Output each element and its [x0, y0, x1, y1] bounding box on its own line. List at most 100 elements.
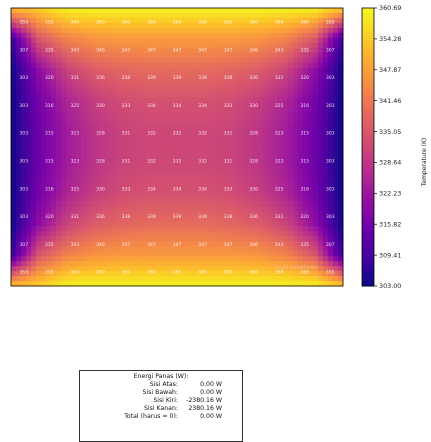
- heatmap-cell: [202, 251, 208, 257]
- heatmap-cell: [212, 226, 218, 232]
- heatmap-cell: [141, 92, 148, 98]
- heatmap-cell: [187, 27, 193, 34]
- heatmap-cell: [86, 17, 92, 24]
- heatmap-cell: [161, 241, 168, 247]
- heatmap-cell: [56, 47, 62, 54]
- heatmap-cell: [212, 77, 218, 83]
- heatmap-cell: [332, 241, 339, 247]
- cell-value-label: 316: [300, 186, 309, 192]
- heatmap-cell: [141, 32, 148, 39]
- heatmap-cell: [312, 22, 319, 29]
- heatmap-cell: [131, 166, 138, 173]
- heatmap-cell: [31, 261, 37, 267]
- heatmap-cell: [307, 151, 314, 158]
- heatmap-cell: [317, 256, 324, 262]
- heatmap-cell: [182, 92, 188, 98]
- heatmap-cell: [151, 22, 158, 29]
- heatmap-cell: [237, 266, 243, 272]
- heatmap-cell: [166, 132, 173, 138]
- heatmap-cell: [337, 241, 344, 247]
- heatmap-cell: [182, 57, 188, 63]
- heatmap-cell: [161, 201, 168, 207]
- heatmap-cell: [287, 171, 294, 178]
- heatmap-cell: [121, 151, 128, 158]
- heatmap-cell: [302, 246, 309, 252]
- heatmap-cell: [257, 236, 263, 242]
- heatmap-cell: [81, 82, 87, 88]
- heatmap-cell: [307, 276, 314, 282]
- heatmap-cell: [187, 256, 193, 262]
- heatmap-cell: [257, 221, 263, 227]
- heatmap-cell: [207, 186, 213, 193]
- heatmap-cell: [61, 226, 67, 232]
- heatmap-cell: [16, 112, 22, 118]
- heatmap-cell: [161, 151, 168, 158]
- heatmap-cell: [146, 281, 153, 287]
- cell-value-label: 346: [249, 47, 258, 53]
- cell-value-label: 331: [224, 131, 233, 137]
- heatmap-cell: [287, 102, 294, 108]
- heatmap-cell: [111, 72, 118, 78]
- heatmap-cell: [272, 166, 279, 173]
- heatmap-cell: [101, 176, 107, 183]
- heatmap-cell: [332, 142, 339, 148]
- heatmap-cell: [141, 276, 148, 282]
- heatmap-cell: [136, 57, 143, 63]
- heatmap-cell: [292, 246, 299, 252]
- colorbar-segment: [362, 179, 374, 185]
- heatmap-cell: [337, 226, 344, 232]
- heatmap-cell: [111, 206, 118, 212]
- colorbar-segment: [362, 225, 374, 231]
- heatmap-cell: [292, 221, 299, 227]
- heatmap-cell: [56, 132, 62, 138]
- heatmap-cell: [116, 246, 123, 252]
- heatmap-cell: [126, 132, 133, 138]
- heatmap-cell: [287, 62, 294, 68]
- heatmap-cell: [332, 117, 339, 123]
- colorbar-segment: [362, 26, 374, 32]
- heatmap-cell: [222, 186, 228, 193]
- heatmap-cell: [146, 276, 153, 282]
- heatmap-cell: [161, 42, 168, 49]
- heatmap-cell: [96, 276, 102, 282]
- colorbar-segment: [362, 63, 374, 69]
- heatmap-cell: [232, 256, 238, 262]
- heatmap-cell: [21, 132, 27, 138]
- heatmap-cell: [187, 276, 193, 282]
- heatmap-cell: [262, 102, 268, 108]
- heatmap-cell: [282, 201, 289, 207]
- heatmap-cell: [222, 62, 228, 68]
- heatmap-cell: [171, 276, 178, 282]
- heatmap-cell: [21, 8, 27, 14]
- heatmap-cell: [166, 171, 173, 178]
- heatmap-cell: [41, 261, 47, 267]
- heatmap-cell: [242, 12, 248, 19]
- heatmap-cell: [197, 52, 203, 59]
- heatmap-cell: [136, 151, 143, 158]
- heatmap-cell: [136, 112, 143, 118]
- heatmap-cell: [267, 22, 273, 29]
- heatmap-cell: [262, 216, 268, 222]
- heatmap-cell: [91, 246, 97, 252]
- heatmap-cell: [252, 281, 258, 287]
- cell-value-label: 353: [19, 270, 28, 276]
- heatmap-cell: [76, 102, 82, 108]
- heatmap-cell: [66, 57, 72, 63]
- heatmap-cell: [222, 181, 228, 188]
- heatmap-cell: [96, 27, 102, 34]
- heatmap-cell: [151, 42, 158, 49]
- heatmap-cell: [277, 8, 284, 14]
- heatmap-cell: [66, 12, 72, 19]
- heatmap-cell: [81, 47, 87, 54]
- heatmap-cell: [187, 171, 193, 178]
- heatmap-cell: [337, 87, 344, 93]
- heatmap-cell: [247, 231, 253, 237]
- heatmap-cell: [26, 196, 32, 202]
- heatmap-cell: [121, 236, 128, 242]
- heatmap-cell: [156, 27, 163, 34]
- heatmap-cell: [101, 166, 107, 173]
- heatmap-cell: [31, 22, 37, 29]
- heatmap-cell: [332, 181, 339, 188]
- heatmap-cell: [71, 132, 77, 138]
- heatmap-cell: [317, 181, 324, 188]
